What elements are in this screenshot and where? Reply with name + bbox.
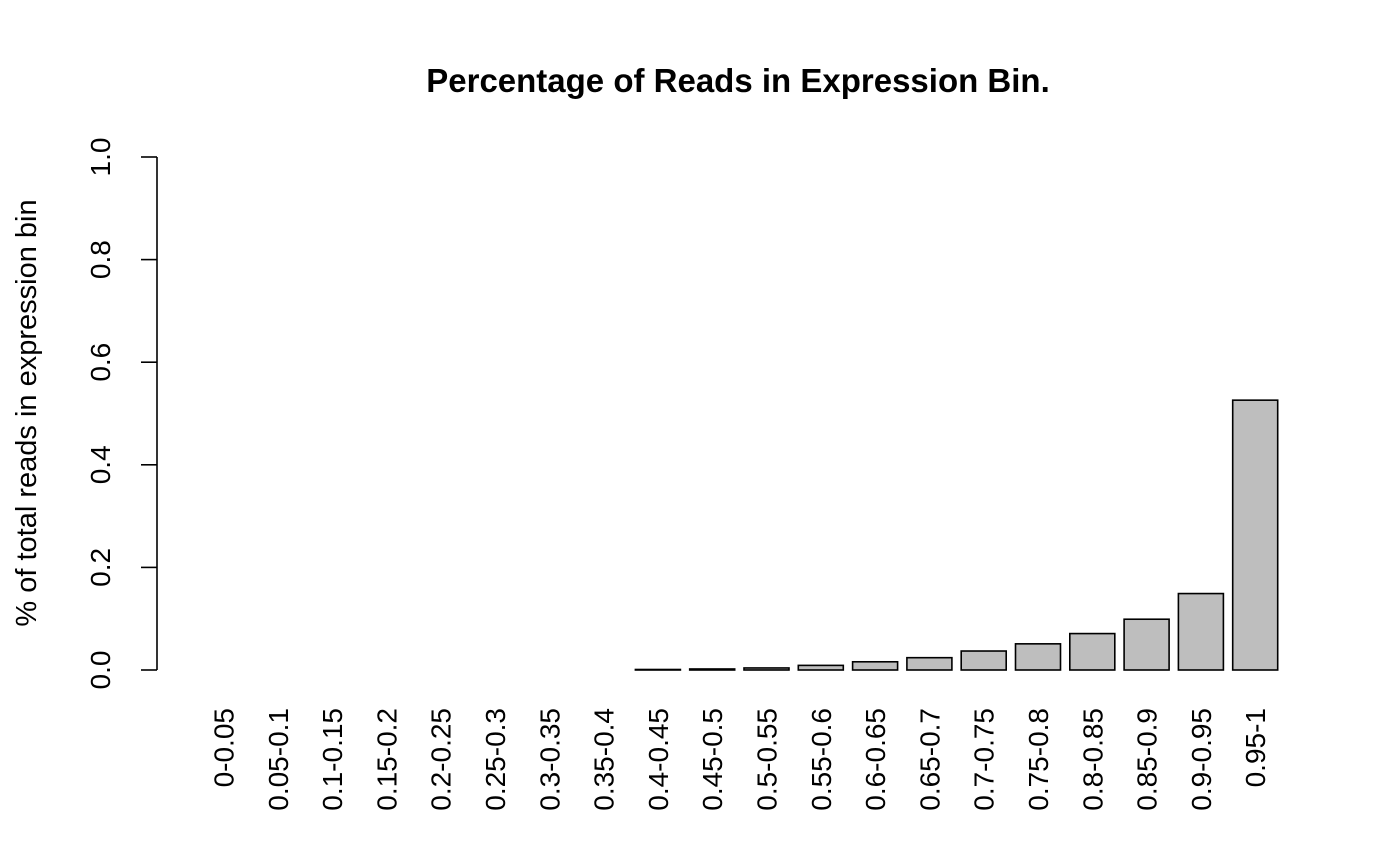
bar-0.5-0.55: [743, 667, 790, 671]
x-tick-label: 0.25-0.3: [480, 708, 511, 811]
y-tick-label: 0.0: [85, 651, 116, 690]
x-tick-label: 0.45-0.5: [697, 708, 728, 811]
x-tick-label: 0.2-0.25: [426, 708, 457, 811]
bar-0.9-0.95: [1177, 592, 1225, 671]
x-tick-label: 0.95-1: [1240, 708, 1271, 787]
x-tick-label: 0.85-0.9: [1132, 708, 1163, 811]
x-tick-label: 0.1-0.15: [317, 708, 348, 811]
y-tick-label: 0.4: [85, 445, 116, 484]
chart-title: Percentage of Reads in Expression Bin.: [426, 62, 1050, 99]
y-tick-label: 0.6: [85, 343, 116, 382]
x-tick-label: 0.05-0.1: [263, 708, 294, 811]
y-axis-label: % of total reads in expression bin: [11, 199, 43, 626]
x-tick-label: 0.75-0.8: [1023, 708, 1054, 811]
x-tick-label: 0.5-0.55: [752, 708, 783, 811]
x-tick-labels: 0-0.05 0.05-0.1 0.1-0.15 0.15-0.2 0.2-0.25 0.…: [209, 708, 1272, 811]
y-tick-label: 0.2: [85, 548, 116, 587]
x-tick-label: 0.15-0.2: [371, 708, 402, 811]
x-tick-label: 0.7-0.75: [969, 708, 1000, 811]
bars-group: [634, 399, 1279, 671]
x-tick-label: 0.4-0.45: [643, 708, 674, 811]
y-tick-label: 0.8: [85, 240, 116, 279]
y-tick-label: 1.0: [85, 138, 116, 177]
bar-0.6-0.65: [851, 660, 899, 671]
bar-0.8-0.85: [1069, 632, 1116, 671]
bar-0.75-0.8: [1014, 643, 1062, 671]
bar-0.65-0.7: [906, 656, 953, 671]
bar-0.55-0.6: [797, 664, 845, 671]
x-tick-label: 0-0.05: [209, 708, 240, 787]
bar-0.7-0.75: [960, 650, 1008, 671]
x-tick-label: 0.3-0.35: [534, 708, 565, 811]
x-tick-label: 0.55-0.6: [806, 708, 837, 811]
bar-0.45-0.5: [688, 668, 736, 671]
bar-0.4-0.45: [634, 668, 682, 671]
x-tick-label: 0.8-0.85: [1077, 708, 1108, 811]
x-tick-label: 0.35-0.4: [589, 708, 620, 811]
bar-0.85-0.9: [1123, 618, 1170, 671]
bar-0.95-1: [1231, 399, 1279, 671]
y-axis: 0.0 0.2 0.4 0.6 0.8 1.0: [85, 138, 158, 690]
x-tick-label: 0.65-0.7: [914, 708, 945, 811]
x-tick-label: 0.6-0.65: [860, 708, 891, 811]
x-tick-label: 0.9-0.95: [1186, 708, 1217, 811]
